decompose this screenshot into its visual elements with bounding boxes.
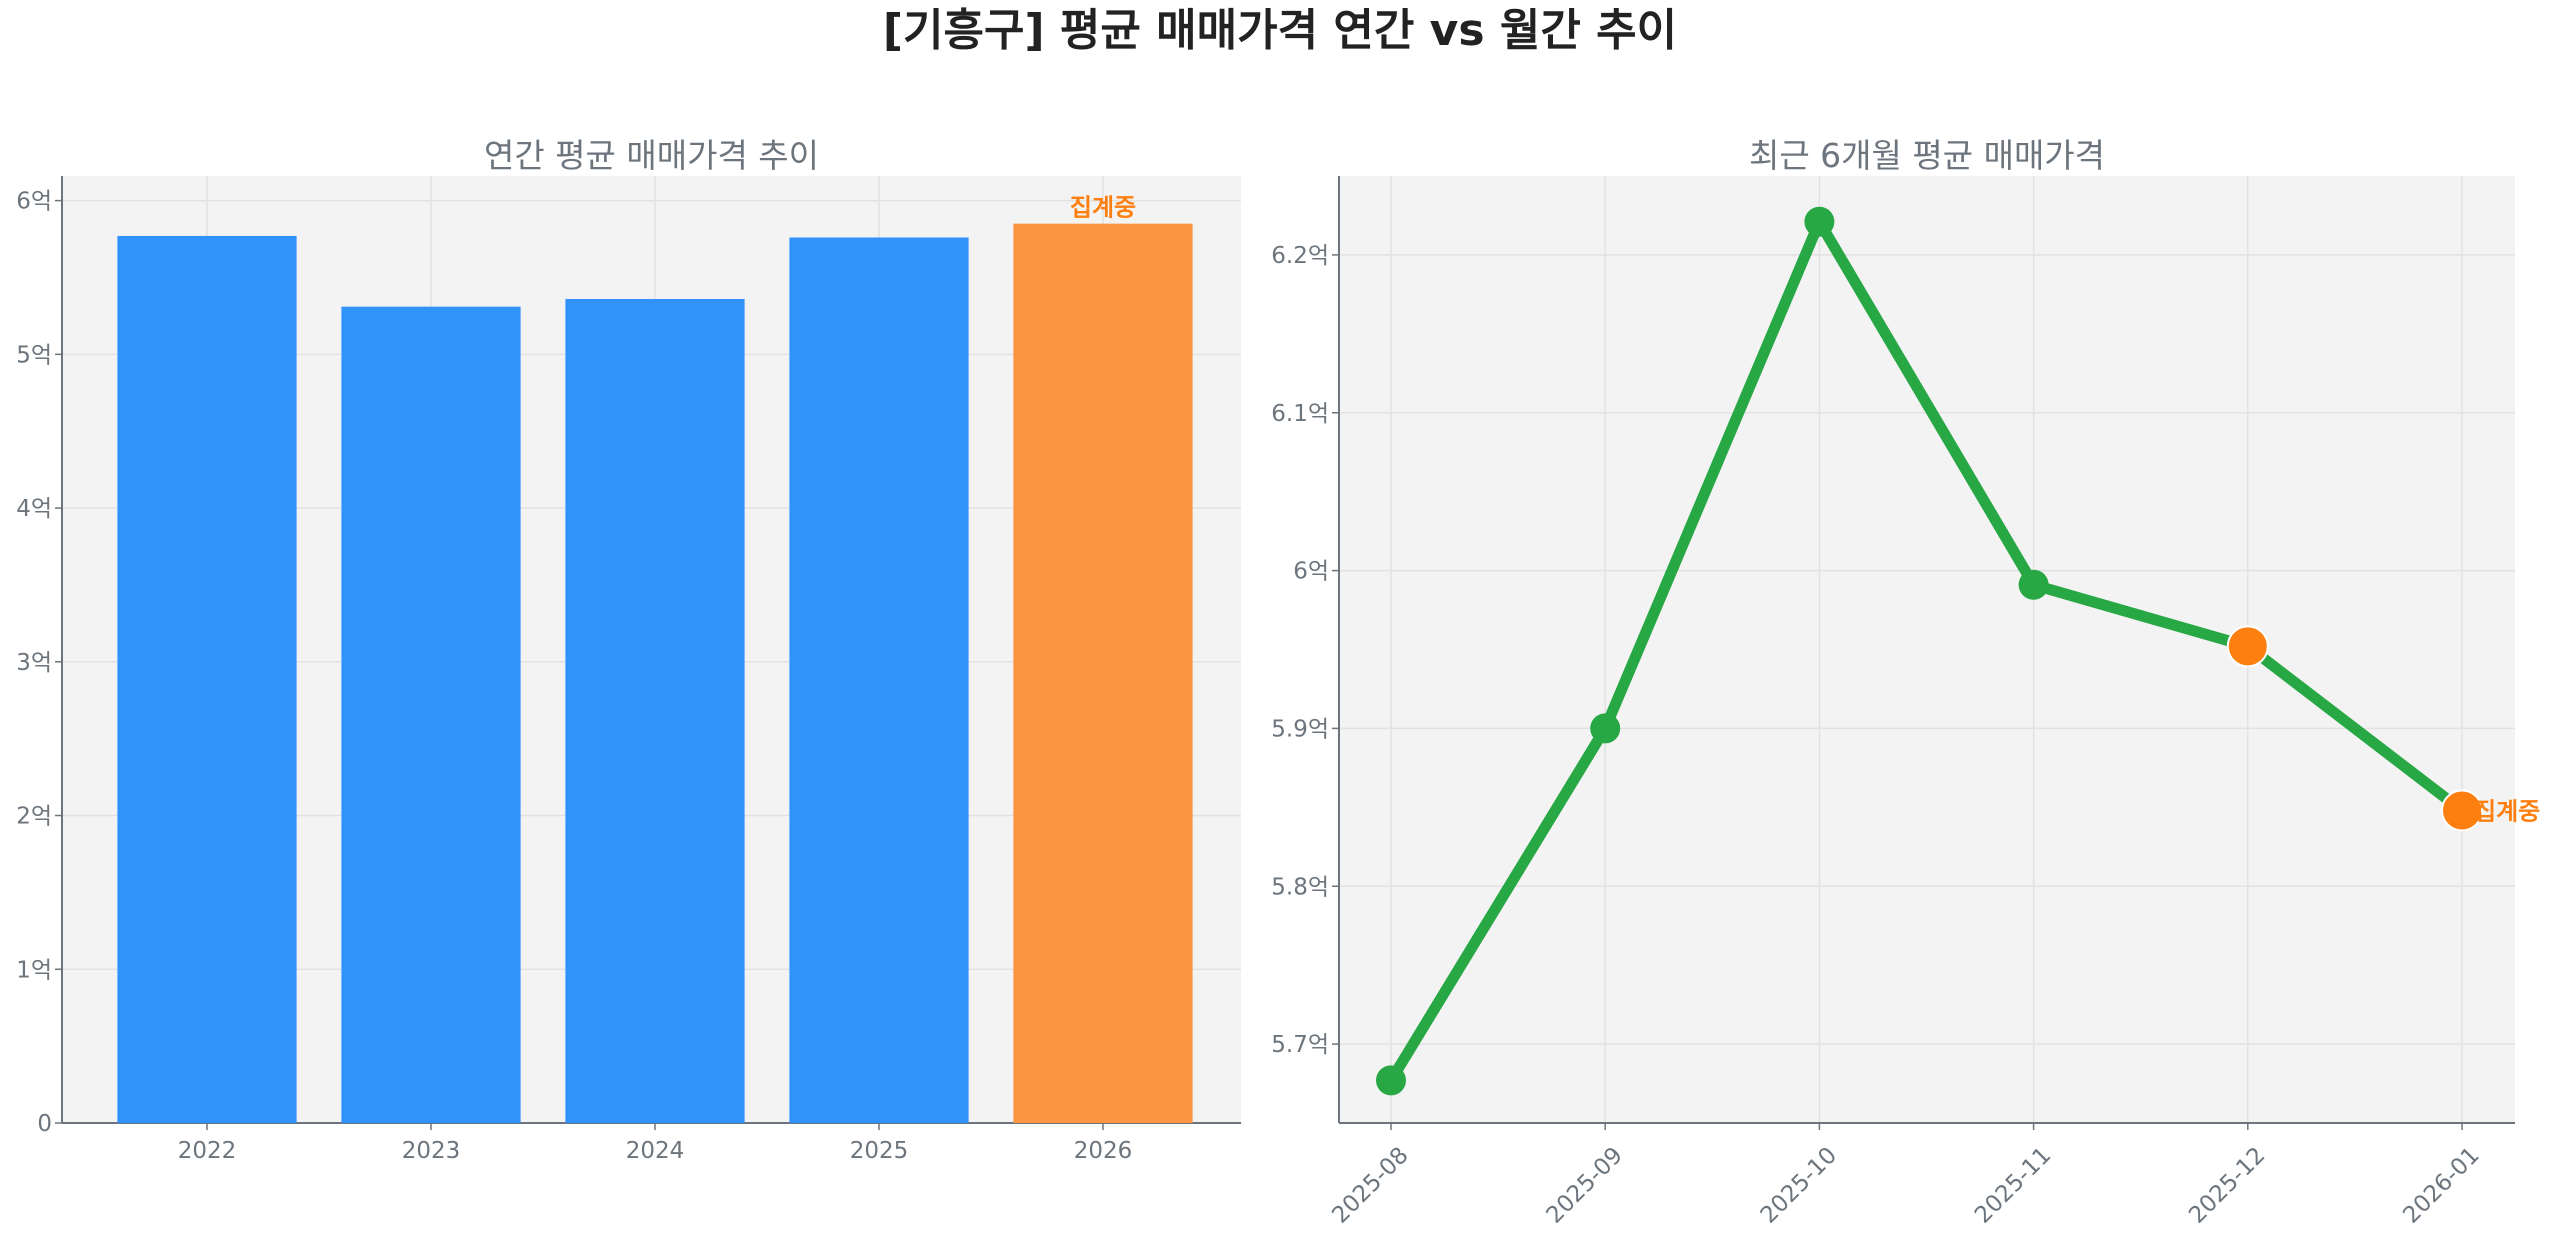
x-tick-label: 2025-08 [1327,1142,1413,1228]
monthly-line-chart: 5.7억 5.8억 5.9억 6억 6.1억 6.2억 최근 6개월 평균 매매가격 2025… [1271,136,2540,1229]
annual-bar-chart: 0 1억 2억 3억 4억 5억 6억 연간 평균 매매가격 추이 2022 2023 2024 20… [16,136,1241,1164]
y-tick-label: 5.9억 [1271,716,1329,742]
y-tick-label: 6.2억 [1271,243,1329,269]
data-point-2026-01 [2441,789,2483,832]
bar-2026 [1013,223,1193,1123]
y-tick-label: 0 [37,1111,52,1137]
subplot-title: 최근 6개월 평균 매매가격 [1749,136,2105,175]
figure-title: [기흥구] 평균 매매가격 연간 vs 월간 추이 [883,5,1677,56]
y-tick-label: 5.7억 [1271,1032,1329,1058]
y-tick-label: 3억 [16,650,52,676]
bar-2025 [789,237,969,1123]
plot-area [1339,176,2515,1123]
bar-2024 [565,298,745,1123]
y-tick-label: 6억 [16,189,52,215]
bar-2023 [341,306,521,1123]
series-line [1386,216,2466,1084]
x-tick-label: 2026-01 [2398,1142,2484,1228]
x-tick-label: 2025-10 [1756,1142,1842,1228]
y-tick-label: 1억 [16,957,52,983]
point-annotation: 집계중 [2474,797,2540,825]
data-point-2025-08 [1376,1065,1406,1096]
data-point-2025-12 [2226,625,2269,668]
y-tick-label: 5억 [16,342,52,368]
data-point-2025-09 [1590,713,1621,744]
bar-2022 [117,235,297,1123]
x-tick-label: 2025-09 [1542,1142,1628,1228]
y-tick-label: 6억 [1293,559,1329,585]
x-tick-label: 2024 [626,1138,685,1164]
subplot-title: 연간 평균 매매가격 추이 [484,136,819,175]
x-tick-label: 2022 [178,1138,237,1164]
x-tick-label: 2025-11 [1970,1142,2056,1228]
y-tick-label: 6.1억 [1271,401,1329,427]
x-tick-label: 2025-12 [2184,1142,2270,1228]
bar-annotation: 집계중 [1070,194,1136,222]
x-tick-label: 2026 [1074,1138,1133,1164]
y-tick-label: 5.8억 [1271,874,1329,900]
y-tick-label: 2억 [16,804,52,830]
y-tick-label: 4억 [16,496,52,522]
data-point-2025-11 [2018,569,2049,600]
data-point-2025-10 [1804,206,1835,237]
x-tick-label: 2023 [402,1138,461,1164]
x-tick-label: 2025 [850,1138,909,1164]
